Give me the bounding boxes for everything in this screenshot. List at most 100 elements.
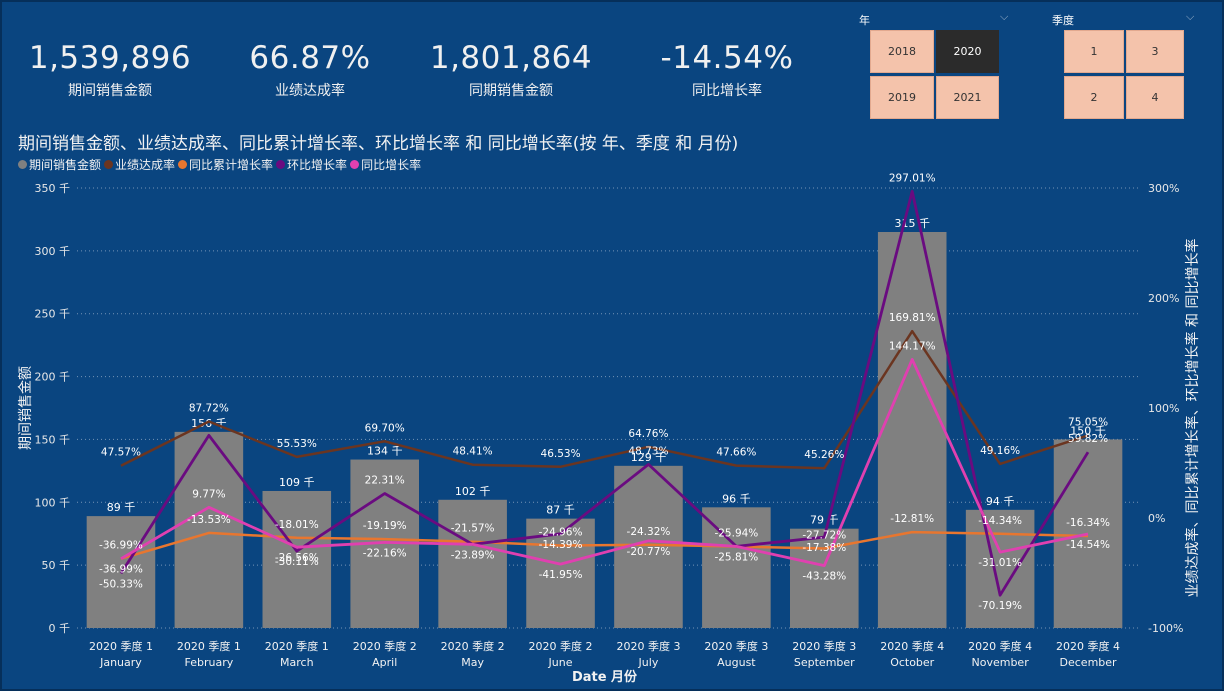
x-tick-group-label: 2020 季度 1	[265, 639, 329, 653]
line-data-label: 55.53%	[277, 438, 317, 450]
kpi-value: -14.54%	[660, 40, 794, 76]
bar-data-label: 79 千	[810, 514, 839, 527]
line-data-label: -23.89%	[451, 549, 495, 561]
line-data-label: -25.94%	[714, 528, 758, 540]
x-tick-label: August	[717, 656, 756, 669]
legend-label: 环比增长率	[287, 158, 348, 172]
x-tick-label: June	[548, 656, 573, 669]
legend-dot	[18, 160, 27, 169]
line-data-label: 46.53%	[541, 448, 581, 460]
quarter-slicer-title: 季度	[1052, 14, 1074, 27]
legend-label: 同比累计增长率	[189, 158, 274, 172]
quarter-option-2[interactable]: 2	[1064, 76, 1124, 119]
line-data-label: 59.82%	[1068, 433, 1108, 445]
line-data-label: -20.77%	[627, 546, 671, 558]
line-data-label: -30.11%	[275, 556, 319, 568]
x-tick-group-label: 2020 季度 3	[616, 639, 680, 653]
line-data-label: -36.99%	[99, 564, 143, 576]
line-data-label: -21.57%	[451, 523, 495, 535]
line-data-label: -41.95%	[539, 569, 583, 581]
y2-tick-label: 200%	[1148, 292, 1179, 305]
kpi-value: 1,801,864	[429, 40, 593, 76]
quarter-option-3[interactable]: 3	[1126, 30, 1184, 73]
x-tick-label: July	[638, 656, 659, 669]
year-option-2020[interactable]: 2020	[936, 30, 999, 73]
line-data-label: 49.16%	[980, 445, 1020, 457]
line-data-label: -12.81%	[890, 513, 934, 525]
y-tick-label: 350 千	[35, 182, 71, 195]
line-data-label: -16.34%	[1066, 517, 1110, 529]
year-option-2021[interactable]: 2021	[936, 76, 999, 119]
line-data-label: -27.72%	[802, 529, 846, 541]
kpi-value: 66.87%	[249, 40, 371, 76]
x-tick-group-label: 2020 季度 1	[177, 639, 241, 653]
kpi-achievement-rate: 66.87% 业绩达成率	[210, 40, 410, 100]
legend-dot	[276, 160, 286, 169]
bar-data-label: 87 千	[546, 504, 575, 517]
year-slicer-title: 年	[859, 14, 870, 27]
bar-data-label: 150 千	[1070, 424, 1106, 437]
line-data-label: 297.01%	[889, 172, 936, 184]
chevron-down-icon[interactable]: ⌵	[1186, 10, 1195, 23]
legend-dot	[104, 160, 114, 169]
x-axis-title: Date 月份	[572, 669, 638, 685]
y2-tick-label: 0%	[1148, 512, 1165, 525]
line-data-label: -36.99%	[99, 540, 143, 552]
y2-axis-title: 业绩达成率、同比累计增长率、环比增长率 和 同比增长率	[1184, 239, 1201, 598]
kpi-yoy-growth: -14.54% 同比增长率	[627, 40, 827, 100]
x-tick-group-label: 2020 季度 2	[353, 639, 417, 653]
line-data-label: -14.34%	[978, 515, 1022, 527]
series-line	[120, 329, 1089, 470]
quarter-option-1[interactable]: 1	[1064, 30, 1124, 73]
legend-item-series-3[interactable]: 同比增长率	[350, 156, 421, 173]
year-option-2019[interactable]: 2019	[870, 76, 934, 119]
line-data-label: -14.39%	[539, 539, 583, 551]
y-tick-label: 100 千	[35, 496, 71, 509]
line-data-label: 48.41%	[453, 446, 493, 458]
legend-dot	[350, 160, 360, 169]
line-data-label: -13.53%	[187, 514, 231, 526]
line-data-label: 9.77%	[192, 488, 225, 500]
line-data-label: 48.73%	[628, 445, 668, 457]
series-line	[120, 357, 1089, 567]
legend-label: 同比增长率	[361, 158, 422, 172]
x-tick-label: October	[890, 656, 934, 669]
line-data-label: 64.76%	[628, 428, 668, 440]
legend-item-series-1[interactable]: 同比累计增长率	[178, 156, 273, 173]
year-option-2018[interactable]: 2018	[870, 30, 934, 73]
y-tick-label: 0 千	[49, 622, 71, 635]
x-tick-label: September	[794, 656, 855, 669]
bar-data-label: 94 千	[986, 495, 1015, 508]
line-data-label: -25.81%	[714, 551, 758, 563]
x-tick-group-label: 2020 季度 4	[880, 639, 944, 653]
legend-item-series-0[interactable]: 业绩达成率	[104, 156, 175, 173]
bar-data-label: 89 千	[107, 501, 136, 514]
y-axis-title: 期间销售金额	[18, 366, 34, 450]
line-data-label: 75.05%	[1068, 416, 1108, 428]
x-tick-label: January	[99, 656, 142, 669]
x-tick-group-label: 2020 季度 2	[529, 639, 593, 653]
line-data-label: 47.57%	[101, 447, 141, 459]
x-tick-label: March	[280, 656, 314, 669]
legend-label: 业绩达成率	[115, 158, 176, 172]
bar	[1053, 439, 1123, 628]
kpi-label: 期间销售金额	[68, 83, 152, 99]
legend-label: 期间销售金额	[29, 158, 102, 172]
chart-legend: 期间销售金额 业绩达成率 同比累计增长率 环比增长率 同比增长率	[18, 156, 421, 173]
x-tick-label: April	[372, 656, 397, 669]
bar-data-label: 102 千	[455, 485, 491, 498]
bar	[438, 499, 507, 628]
bar	[702, 507, 771, 628]
line-data-label: -19.19%	[363, 520, 407, 532]
legend-item-series-2[interactable]: 环比增长率	[276, 156, 347, 173]
x-tick-label: February	[185, 656, 234, 669]
kpi-value: 1,539,896	[28, 40, 192, 76]
bar	[965, 509, 1035, 628]
quarter-option-4[interactable]: 4	[1126, 76, 1184, 119]
kpi-label: 业绩达成率	[275, 83, 345, 99]
series-line	[119, 189, 1090, 597]
bar	[262, 490, 332, 628]
legend-item-bars[interactable]: 期间销售金额	[18, 156, 101, 173]
chevron-down-icon[interactable]: ⌵	[1000, 10, 1009, 23]
